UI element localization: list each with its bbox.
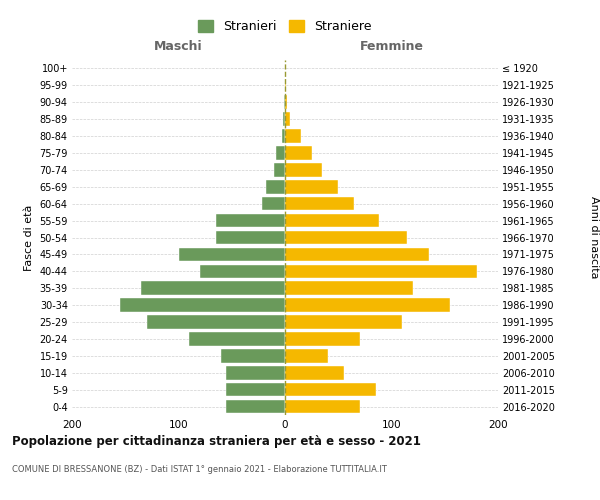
Bar [285, 248, 429, 261]
Bar [266, 180, 285, 194]
Bar [146, 316, 285, 329]
Bar [284, 96, 285, 109]
Text: Femmine: Femmine [359, 40, 424, 53]
Bar [285, 400, 359, 413]
Bar [285, 349, 328, 362]
Bar [285, 78, 286, 92]
Bar [141, 282, 285, 295]
Bar [283, 112, 285, 126]
Y-axis label: Anni di nascita: Anni di nascita [589, 196, 599, 279]
Bar [285, 130, 301, 143]
Bar [226, 366, 285, 380]
Bar [221, 349, 285, 362]
Text: Popolazione per cittadinanza straniera per età e sesso - 2021: Popolazione per cittadinanza straniera p… [12, 435, 421, 448]
Bar [285, 96, 287, 109]
Bar [285, 180, 338, 194]
Text: Maschi: Maschi [154, 40, 203, 53]
Bar [285, 332, 359, 345]
Bar [285, 163, 322, 176]
Bar [285, 230, 407, 244]
Bar [274, 163, 285, 176]
Bar [285, 214, 379, 228]
Bar [282, 130, 285, 143]
Bar [200, 264, 285, 278]
Bar [285, 146, 311, 160]
Bar [277, 146, 285, 160]
Bar [285, 366, 344, 380]
Bar [216, 214, 285, 228]
Bar [285, 383, 376, 396]
Bar [189, 332, 285, 345]
Bar [285, 264, 477, 278]
Text: COMUNE DI BRESSANONE (BZ) - Dati ISTAT 1° gennaio 2021 - Elaborazione TUTTITALIA: COMUNE DI BRESSANONE (BZ) - Dati ISTAT 1… [12, 465, 387, 474]
Bar [179, 248, 285, 261]
Bar [120, 298, 285, 312]
Bar [285, 316, 402, 329]
Bar [285, 197, 354, 210]
Bar [285, 282, 413, 295]
Bar [216, 230, 285, 244]
Bar [262, 197, 285, 210]
Bar [226, 383, 285, 396]
Y-axis label: Fasce di età: Fasce di età [24, 204, 34, 270]
Bar [226, 400, 285, 413]
Legend: Stranieri, Straniere: Stranieri, Straniere [194, 16, 376, 37]
Bar [285, 298, 450, 312]
Bar [285, 112, 290, 126]
